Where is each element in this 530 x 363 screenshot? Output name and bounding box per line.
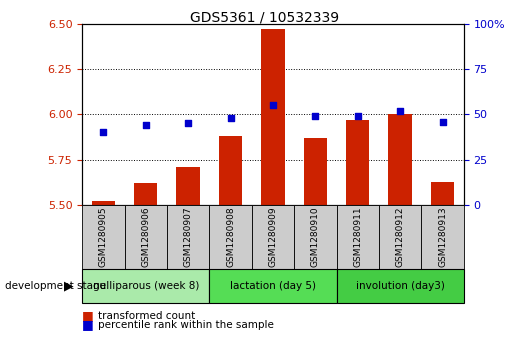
Text: lactation (day 5): lactation (day 5) bbox=[230, 281, 316, 291]
Text: GSM1280905: GSM1280905 bbox=[99, 207, 108, 267]
Text: GSM1280912: GSM1280912 bbox=[396, 207, 404, 267]
Text: development stage: development stage bbox=[5, 281, 107, 291]
Bar bbox=[431, 182, 454, 205]
Text: transformed count: transformed count bbox=[98, 311, 195, 321]
Bar bbox=[92, 201, 115, 205]
Bar bbox=[176, 167, 200, 205]
Point bbox=[311, 113, 320, 119]
Point bbox=[99, 130, 108, 135]
Point bbox=[354, 113, 362, 119]
Point bbox=[396, 108, 404, 114]
Text: GSM1280910: GSM1280910 bbox=[311, 207, 320, 267]
Point bbox=[142, 122, 150, 128]
Bar bbox=[304, 138, 327, 205]
Text: GDS5361 / 10532339: GDS5361 / 10532339 bbox=[190, 11, 340, 25]
Bar bbox=[346, 120, 369, 205]
Text: GSM1280908: GSM1280908 bbox=[226, 207, 235, 267]
Point bbox=[226, 115, 235, 121]
Text: GSM1280913: GSM1280913 bbox=[438, 207, 447, 267]
Point bbox=[184, 121, 192, 126]
Text: GSM1280906: GSM1280906 bbox=[142, 207, 150, 267]
Bar bbox=[261, 29, 285, 205]
Bar bbox=[219, 136, 242, 205]
Text: ▶: ▶ bbox=[64, 280, 74, 292]
Bar bbox=[388, 114, 412, 205]
Point bbox=[438, 119, 447, 125]
Text: GSM1280911: GSM1280911 bbox=[354, 207, 362, 267]
Bar bbox=[134, 183, 157, 205]
Text: percentile rank within the sample: percentile rank within the sample bbox=[98, 320, 274, 330]
Text: GSM1280909: GSM1280909 bbox=[269, 207, 277, 267]
Text: involution (day3): involution (day3) bbox=[356, 281, 445, 291]
Text: ■: ■ bbox=[82, 318, 94, 331]
Text: nulliparous (week 8): nulliparous (week 8) bbox=[93, 281, 199, 291]
Point bbox=[269, 102, 277, 108]
Text: GSM1280907: GSM1280907 bbox=[184, 207, 192, 267]
Text: ■: ■ bbox=[82, 309, 94, 322]
